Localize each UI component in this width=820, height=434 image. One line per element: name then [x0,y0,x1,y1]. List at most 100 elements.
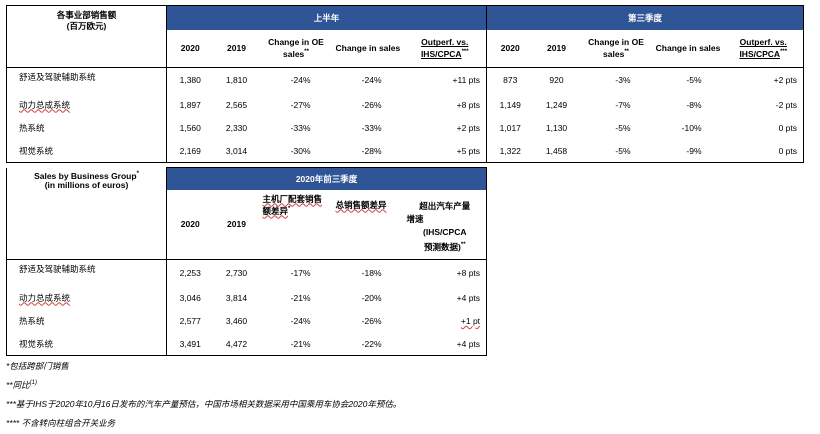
table-row: 视觉系统 3,491 4,472 -21% -22% +4 pts [6,332,488,356]
row-name: 热系统 [6,309,167,333]
cell: -24% [361,75,382,86]
cell: -5% [615,123,631,133]
h1-col-change-oe: Change in OE sales** [259,29,333,68]
cell: 2,330 [225,123,248,133]
cell: +5 pts [403,139,488,163]
cell: -28% [332,139,404,163]
table-9m-sales: Sales by Business Group* (in millions of… [6,167,488,356]
footnote-3: ***基于IHS于2020年10月16日发布的汽车产量预估，中国市场相关数据采用… [6,399,402,409]
table-row: 热系统 1,560 2,330 -33% -33% +2 pts 1,017 1… [6,116,805,140]
cell: 2,565 [225,99,248,110]
cell: -24% [290,316,311,326]
cell: +1 pt [403,309,488,333]
table-row: 动力总成系统 1,897 2,565 -27% -26% +8 pts 1,14… [6,92,805,117]
cell: 0 pts [723,116,805,140]
cell: -10% [681,123,702,133]
cell: 1,458 [533,139,580,163]
cell: +4 pts [403,285,488,310]
cell: +11 pts [403,67,488,93]
cell: 2,730 [225,267,248,278]
cell: -2 pts [723,92,805,117]
cell: +8 pts [403,259,488,286]
q3-col-change-oe: Change in OE sales** [579,29,653,68]
table-row: 动力总成系统 3,046 3,814 -21% -20% +4 pts [6,285,488,310]
cell: 920 [549,75,564,86]
9m-col-2019: 2019 [213,189,260,260]
cell: -26% [361,99,382,110]
cell: 0 pts [723,139,805,163]
footnote-2: **同比(1) [6,380,37,390]
cell: -3% [615,75,631,86]
q3-col-2019: 2019 [533,29,580,68]
table-row: 视觉系统 2,169 3,014 -30% -28% +5 pts 1,322 … [6,139,805,163]
cell: -21% [259,332,333,356]
corner-label-line2: (百万欧元) [66,21,107,31]
cell: 3,491 [166,332,214,356]
h1-col-change-sales: Change in sales [332,29,404,68]
9m-col-outperf: 超出汽车产量 增速 (IHS/CPCA 预测数据)** [403,189,488,260]
cell: 1,322 [486,139,534,163]
q3-col-change-sales: Change in sales [652,29,724,68]
cell: -18% [361,267,382,278]
cell: 2,577 [179,316,201,326]
cell: 1,149 [499,99,521,110]
cell: 1,130 [545,123,568,133]
cell: 1,017 [499,123,521,133]
cell: 3,046 [179,292,201,303]
cell: -26% [361,316,382,326]
row-name: 舒适及驾驶辅助系统 [6,259,167,286]
cell: 3,814 [225,292,248,303]
cell: 1,249 [545,99,568,110]
row-name: 视觉系统 [6,332,167,356]
cell: -5% [686,75,702,86]
cell: -17% [290,267,311,278]
corner-label: Sales by Business Group* (in millions of… [6,167,167,260]
cell: 3,014 [213,139,260,163]
h1-col-2020: 2020 [166,29,214,68]
cell: -22% [332,332,404,356]
9m-col-2020: 2020 [166,189,214,260]
cell: +2 pts [403,116,488,140]
h1-col-2019: 2019 [213,29,260,68]
cell: 2,169 [166,139,214,163]
footnote-1: *包括跨部门销售 [6,361,69,371]
cell: +4 pts [403,332,488,356]
cell: -8% [686,99,702,110]
h1-col-outperf: Outperf. vs. IHS/CPCA*** [403,29,488,68]
footnote-4: **** 不含转向柱组合开关业务 [6,418,116,428]
table-row: 舒适及驾驶辅助系统 1,380 1,810 -24% -24% +11 pts … [6,67,805,93]
cell: +2 pts [723,67,805,93]
corner-label-line2: (in millions of euros) [44,180,129,191]
cell: 873 [503,75,518,86]
cell: 2,253 [179,267,201,278]
cell: -33% [361,123,382,133]
cell: 1,560 [179,123,201,133]
cell: -21% [290,292,311,303]
cell: 4,472 [213,332,260,356]
cell: -20% [361,292,382,303]
cell: -5% [579,139,653,163]
table-h1-q3-sales: 各事业部销售额 (百万欧元) 上半年 第三季度 2020 2019 Change… [6,5,805,163]
row-name: 视觉系统 [6,139,167,163]
cell: 1,897 [179,99,201,110]
h1-header: 上半年 [166,5,488,30]
cell: -33% [290,123,311,133]
cell: 1,810 [225,75,248,86]
row-name: 舒适及驾驶辅助系统 [6,67,167,93]
row-name: 动力总成系统 [6,92,167,117]
cell: 1,380 [179,75,201,86]
table-row: 热系统 2,577 3,460 -24% -26% +1 pt [6,309,488,333]
cell: -7% [615,99,631,110]
cell: -24% [290,75,311,86]
9m-header: 2020年前三季度 [166,167,488,190]
cell: -30% [259,139,333,163]
q3-header: 第三季度 [486,5,805,30]
table-row: 舒适及驾驶辅助系统 2,253 2,730 -17% -18% +8 pts [6,259,488,286]
9m-col-oe: 主机厂配套销售额差异* [259,189,333,260]
row-name: 热系统 [6,116,167,140]
q3-col-outperf: Outperf. vs. IHS/CPCA*** [723,29,805,68]
cell: 3,460 [225,316,248,326]
row-name: 动力总成系统 [6,285,167,310]
q3-col-2020: 2020 [486,29,534,68]
corner-label: 各事业部销售额 (百万欧元) [6,5,167,68]
